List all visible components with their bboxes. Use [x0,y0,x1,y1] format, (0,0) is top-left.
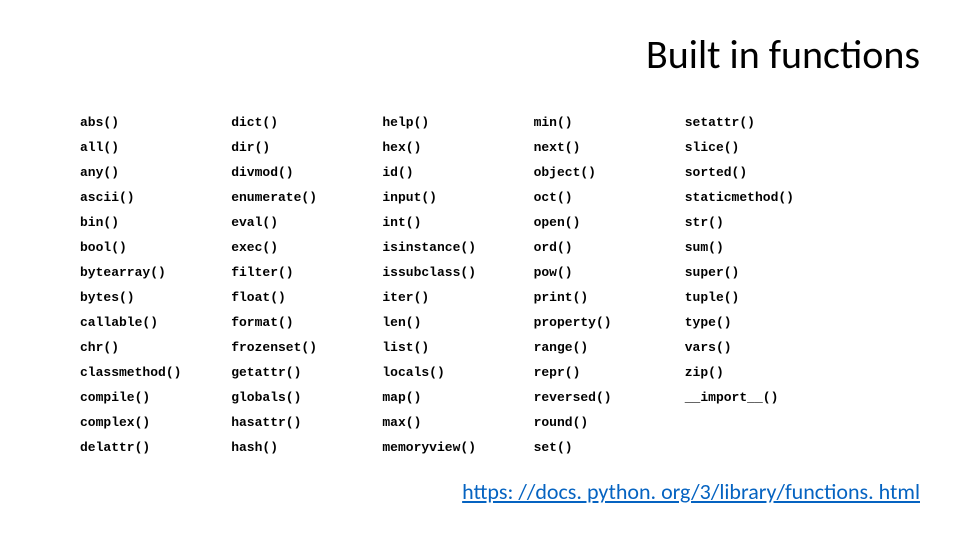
table-cell: sorted() [685,160,920,185]
table-cell: max() [382,410,533,435]
table-row: bytes()float()iter()print()tuple() [80,285,920,310]
table-cell: input() [382,185,533,210]
table-cell [685,435,920,460]
table-cell: delattr() [80,435,231,460]
table-row: abs()dict()help()min()setattr() [80,110,920,135]
table-cell: help() [382,110,533,135]
table-cell: pow() [534,260,685,285]
table-cell: hasattr() [231,410,382,435]
table-row: callable()format()len()property()type() [80,310,920,335]
table-cell: isinstance() [382,235,533,260]
table-cell: next() [534,135,685,160]
table-cell: abs() [80,110,231,135]
table-cell: map() [382,385,533,410]
table-cell: object() [534,160,685,185]
table-cell: filter() [231,260,382,285]
table-cell: property() [534,310,685,335]
table-cell: id() [382,160,533,185]
table-cell: zip() [685,360,920,385]
table-cell: range() [534,335,685,360]
table-cell: str() [685,210,920,235]
table-cell: any() [80,160,231,185]
table-row: bytearray()filter()issubclass()pow()supe… [80,260,920,285]
table-cell: vars() [685,335,920,360]
table-row: classmethod()getattr()locals()repr()zip(… [80,360,920,385]
table-cell: list() [382,335,533,360]
table-cell: callable() [80,310,231,335]
table-cell: enumerate() [231,185,382,210]
table-cell: reversed() [534,385,685,410]
table-cell: dir() [231,135,382,160]
table-cell: all() [80,135,231,160]
table-row: delattr()hash()memoryview()set() [80,435,920,460]
table-cell: int() [382,210,533,235]
table-cell: slice() [685,135,920,160]
table-cell: repr() [534,360,685,385]
table-cell: complex() [80,410,231,435]
table-row: bool()exec()isinstance()ord()sum() [80,235,920,260]
table-cell: super() [685,260,920,285]
table-cell: sum() [685,235,920,260]
table-row: bin()eval()int()open()str() [80,210,920,235]
table-cell: memoryview() [382,435,533,460]
table-cell: compile() [80,385,231,410]
table-cell: ord() [534,235,685,260]
table-cell: hex() [382,135,533,160]
table-cell: locals() [382,360,533,385]
table-row: any()divmod()id()object()sorted() [80,160,920,185]
table-cell: exec() [231,235,382,260]
table-cell: float() [231,285,382,310]
table-row: chr()frozenset()list()range()vars() [80,335,920,360]
table-cell: dict() [231,110,382,135]
table-cell: divmod() [231,160,382,185]
table-cell: frozenset() [231,335,382,360]
table-cell: min() [534,110,685,135]
table-cell: round() [534,410,685,435]
table-cell: bytearray() [80,260,231,285]
table-cell: type() [685,310,920,335]
table-cell: format() [231,310,382,335]
table-cell [685,410,920,435]
table-cell: tuple() [685,285,920,310]
table-cell: bin() [80,210,231,235]
functions-table: abs()dict()help()min()setattr()all()dir(… [80,110,920,460]
docs-link[interactable]: https: //docs. python. org/3/library/fun… [462,478,920,505]
table-cell: len() [382,310,533,335]
table-cell: print() [534,285,685,310]
functions-table-wrap: abs()dict()help()min()setattr()all()dir(… [80,110,920,460]
table-cell: ascii() [80,185,231,210]
table-cell: setattr() [685,110,920,135]
table-cell: set() [534,435,685,460]
table-cell: chr() [80,335,231,360]
table-cell: globals() [231,385,382,410]
table-cell: open() [534,210,685,235]
table-cell: getattr() [231,360,382,385]
page-title: Built in functions [646,30,920,79]
table-row: ascii()enumerate()input()oct()staticmeth… [80,185,920,210]
table-cell: staticmethod() [685,185,920,210]
table-cell: classmethod() [80,360,231,385]
table-cell: oct() [534,185,685,210]
table-cell: hash() [231,435,382,460]
table-cell: eval() [231,210,382,235]
table-row: compile()globals()map()reversed()__impor… [80,385,920,410]
table-cell: iter() [382,285,533,310]
table-row: all()dir()hex()next()slice() [80,135,920,160]
table-cell: issubclass() [382,260,533,285]
table-row: complex()hasattr()max()round() [80,410,920,435]
table-cell: __import__() [685,385,920,410]
table-cell: bytes() [80,285,231,310]
table-cell: bool() [80,235,231,260]
